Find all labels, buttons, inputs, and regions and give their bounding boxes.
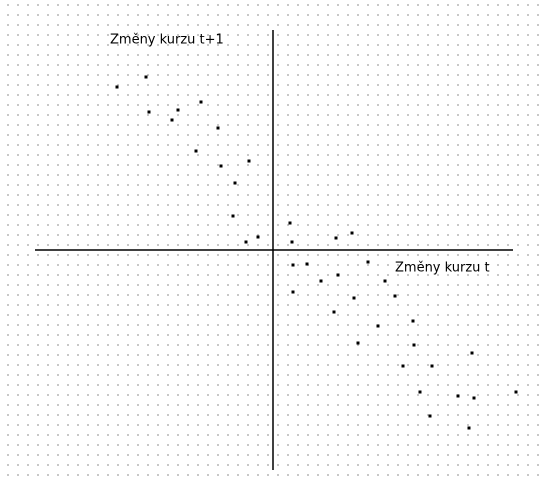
point	[352, 296, 356, 300]
point	[514, 390, 518, 394]
point	[256, 235, 260, 239]
point	[393, 294, 397, 298]
point	[216, 126, 220, 130]
point	[430, 364, 434, 368]
point	[376, 324, 380, 328]
point	[472, 396, 476, 400]
point	[194, 149, 198, 153]
point	[170, 118, 174, 122]
point	[401, 364, 405, 368]
point	[147, 110, 151, 114]
point	[233, 181, 237, 185]
point	[291, 290, 295, 294]
point	[115, 85, 119, 89]
point	[412, 343, 416, 347]
point	[199, 100, 203, 104]
point	[231, 214, 235, 218]
point	[305, 262, 309, 266]
point	[290, 240, 294, 244]
point	[411, 319, 415, 323]
point	[291, 263, 295, 267]
point	[467, 426, 471, 430]
point	[244, 240, 248, 244]
point	[350, 231, 354, 235]
point	[144, 75, 148, 79]
x-axis-label: Změny kurzu t	[395, 261, 490, 276]
point	[336, 273, 340, 277]
point	[383, 279, 387, 283]
point	[356, 341, 360, 345]
point	[470, 351, 474, 355]
point	[418, 390, 422, 394]
point	[319, 279, 323, 283]
point	[176, 108, 180, 112]
y-axis-label: Změny kurzu t+1	[110, 33, 224, 48]
point	[428, 414, 432, 418]
point	[366, 260, 370, 264]
point	[288, 221, 292, 225]
point	[334, 236, 338, 240]
point	[332, 310, 336, 314]
point	[219, 164, 223, 168]
point	[456, 394, 460, 398]
point	[247, 159, 251, 163]
